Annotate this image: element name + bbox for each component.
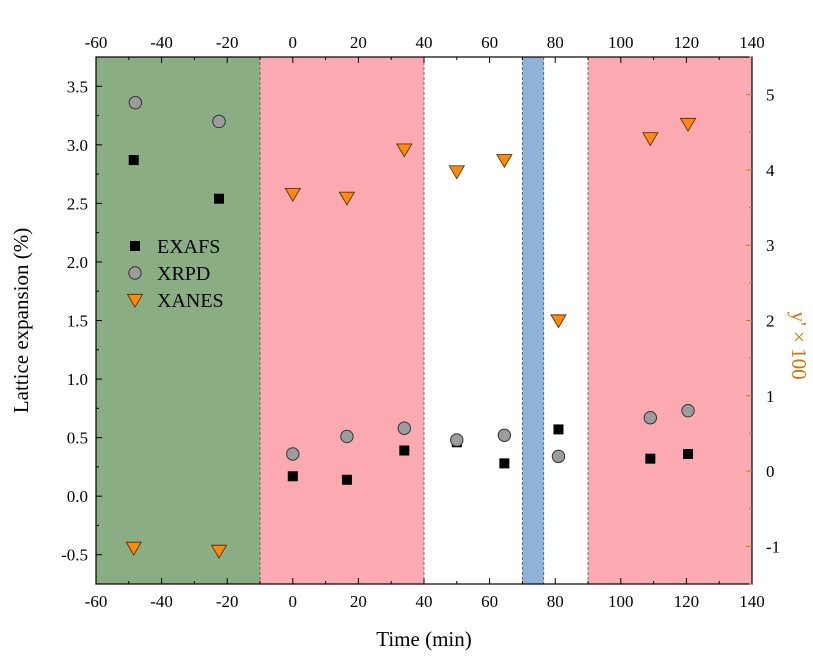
y-tick-label: -0.5 bbox=[61, 546, 88, 565]
x-tick-label-bottom: 0 bbox=[289, 592, 298, 611]
right-y-tick-label: 5 bbox=[766, 86, 775, 105]
xrpd-point-3 bbox=[340, 429, 354, 444]
exafs-point-7 bbox=[553, 424, 564, 435]
x-tick-label-top: 140 bbox=[739, 33, 765, 52]
exafs-point-0 bbox=[128, 155, 139, 166]
xrpd-point-6 bbox=[497, 428, 512, 442]
y-tick-label: 0.5 bbox=[67, 429, 88, 448]
x-tick-label-top: 100 bbox=[608, 33, 634, 52]
y-tick-label: 3.5 bbox=[67, 77, 88, 96]
xanes-point-0 bbox=[125, 541, 143, 556]
xrpd-point-4 bbox=[397, 421, 412, 435]
shaded-region-3 bbox=[588, 57, 752, 584]
legend-marker-xanes bbox=[126, 293, 144, 309]
exafs-point-2 bbox=[287, 471, 298, 482]
y-tick-label: 2.0 bbox=[67, 253, 88, 272]
y-tick-label: 2.5 bbox=[67, 194, 88, 213]
xanes-point-6 bbox=[496, 154, 513, 169]
x-tick-label-top: 20 bbox=[350, 33, 367, 52]
right-y-tick-label: 4 bbox=[766, 161, 775, 180]
x-tick-label-bottom: 100 bbox=[608, 592, 634, 611]
right-y-axis-title: y' × 100 bbox=[787, 311, 811, 379]
xanes-point-3 bbox=[338, 191, 356, 206]
x-tick-label-bottom: 40 bbox=[416, 592, 433, 611]
exafs-point-6 bbox=[499, 458, 510, 469]
xrpd-point-5 bbox=[450, 433, 464, 447]
x-tick-label-top: 60 bbox=[481, 33, 498, 52]
y-tick-label: 1.0 bbox=[67, 370, 88, 389]
xrpd-point-2 bbox=[286, 447, 300, 461]
right-y-tick-label: 0 bbox=[766, 462, 775, 481]
x-axis-title: Time (min) bbox=[376, 627, 471, 651]
xrpd-point-0 bbox=[128, 95, 143, 110]
exafs-point-8 bbox=[645, 453, 656, 464]
series-xanes bbox=[125, 117, 697, 559]
xanes-point-2 bbox=[284, 187, 302, 203]
x-tick-label-top: 0 bbox=[289, 33, 298, 52]
tick-labels: -60-60-40-40-20-200020204040606080801001… bbox=[61, 33, 780, 611]
xrpd-point-1 bbox=[212, 114, 226, 129]
legend-marker-exafs bbox=[130, 241, 140, 251]
x-tick-label-bottom: 120 bbox=[674, 592, 700, 611]
xanes-point-8 bbox=[642, 132, 659, 147]
xanes-point-4 bbox=[396, 143, 413, 158]
x-tick-label-top: -20 bbox=[216, 33, 239, 52]
x-tick-label-bottom: 80 bbox=[547, 592, 564, 611]
x-tick-label-top: 120 bbox=[674, 33, 700, 52]
y-axis-title: Lattice expansion (%) bbox=[9, 228, 33, 413]
x-tick-label-bottom: 60 bbox=[481, 592, 498, 611]
y-tick-label: 3.0 bbox=[67, 136, 88, 155]
region-dividers bbox=[259, 57, 589, 584]
x-tick-label-top: -60 bbox=[85, 33, 108, 52]
xrpd-point-8 bbox=[643, 411, 658, 425]
x-tick-label-top: 40 bbox=[416, 33, 433, 52]
exafs-point-3 bbox=[341, 474, 352, 485]
shaded-region-1 bbox=[260, 57, 424, 584]
legend: EXAFS XRPD XANES bbox=[126, 236, 224, 312]
xrpd-point-7 bbox=[551, 449, 566, 464]
legend-label-xanes: XANES bbox=[157, 290, 224, 312]
shaded-region-2 bbox=[522, 57, 544, 584]
axis-ticks bbox=[95, 56, 753, 585]
right-y-tick-label: 2 bbox=[766, 312, 775, 331]
exafs-point-9 bbox=[683, 449, 694, 460]
xanes-point-1 bbox=[210, 544, 228, 559]
x-tick-label-bottom: 140 bbox=[739, 592, 765, 611]
shaded-regions bbox=[96, 57, 752, 584]
xanes-point-5 bbox=[448, 165, 466, 180]
x-tick-label-top: -40 bbox=[150, 33, 173, 52]
legend-label-xrpd: XRPD bbox=[157, 263, 210, 285]
x-tick-label-bottom: 20 bbox=[350, 592, 367, 611]
x-tick-label-top: 80 bbox=[547, 33, 564, 52]
right-y-tick-label: 1 bbox=[766, 387, 775, 406]
xrpd-point-9 bbox=[681, 403, 695, 418]
right-y-tick-label: 3 bbox=[766, 236, 775, 255]
x-tick-label-bottom: -60 bbox=[85, 592, 108, 611]
shaded-region-0 bbox=[96, 57, 260, 584]
exafs-point-1 bbox=[214, 193, 224, 204]
right-y-tick-label: -1 bbox=[766, 537, 780, 556]
series-xrpd bbox=[128, 95, 695, 464]
data-markers bbox=[125, 95, 697, 559]
y-tick-label: 1.5 bbox=[67, 312, 88, 331]
legend-marker-xrpd bbox=[128, 266, 142, 280]
xanes-point-7 bbox=[550, 314, 567, 329]
x-tick-label-bottom: -40 bbox=[150, 592, 173, 611]
xanes-point-9 bbox=[679, 117, 697, 133]
legend-label-exafs: EXAFS bbox=[157, 236, 220, 258]
exafs-point-4 bbox=[399, 445, 410, 456]
y-tick-label: 0.0 bbox=[67, 487, 88, 506]
x-tick-label-bottom: -20 bbox=[216, 592, 239, 611]
